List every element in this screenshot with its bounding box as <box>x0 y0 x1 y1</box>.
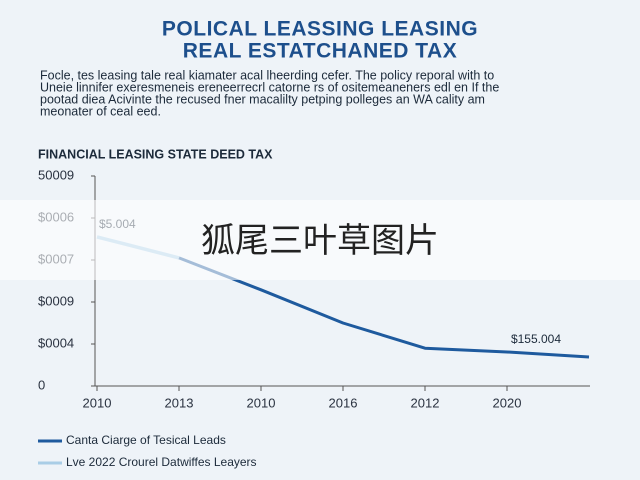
intro-line: meonater of ceal eed. <box>40 104 161 118</box>
legend-label: Lve 2022 Crourel Datwiffes Leayers <box>66 455 257 469</box>
intro-line: Uneie linnifer exeresmeneis ereneerrecrl… <box>40 80 499 94</box>
annotation: $155.004 <box>511 332 561 346</box>
y-tick-label: 0 <box>38 377 45 392</box>
chart-title: FINANCIAL LEASING STATE DEED TAX <box>38 147 273 161</box>
x-tick-label: 2010 <box>83 395 112 410</box>
x-tick-label: 2013 <box>165 395 194 410</box>
x-tick-label: 2012 <box>411 395 440 410</box>
y-tick-label: $0004 <box>38 335 74 350</box>
intro-line: pootad diea Acivinte the recused fner ma… <box>40 92 485 106</box>
x-tick-label: 2020 <box>493 395 522 410</box>
title-line: POLICAL LEASSING LEASING <box>162 18 478 41</box>
y-tick-label: 50009 <box>38 167 74 182</box>
series-line <box>178 256 590 359</box>
watermark: 狐尾三叶草图片 <box>201 222 439 260</box>
watermark-band <box>0 200 640 280</box>
y-tick-label: $0009 <box>38 293 74 308</box>
title-line: REAL ESTATCHANED TAX <box>183 40 457 63</box>
x-tick-label: 2016 <box>329 395 358 410</box>
intro-line: Focle, tes leasing tale real kiamater ac… <box>40 68 494 82</box>
x-tick-label: 2010 <box>247 395 276 410</box>
legend-label: Canta Ciarge of Tesical Leads <box>66 433 226 447</box>
